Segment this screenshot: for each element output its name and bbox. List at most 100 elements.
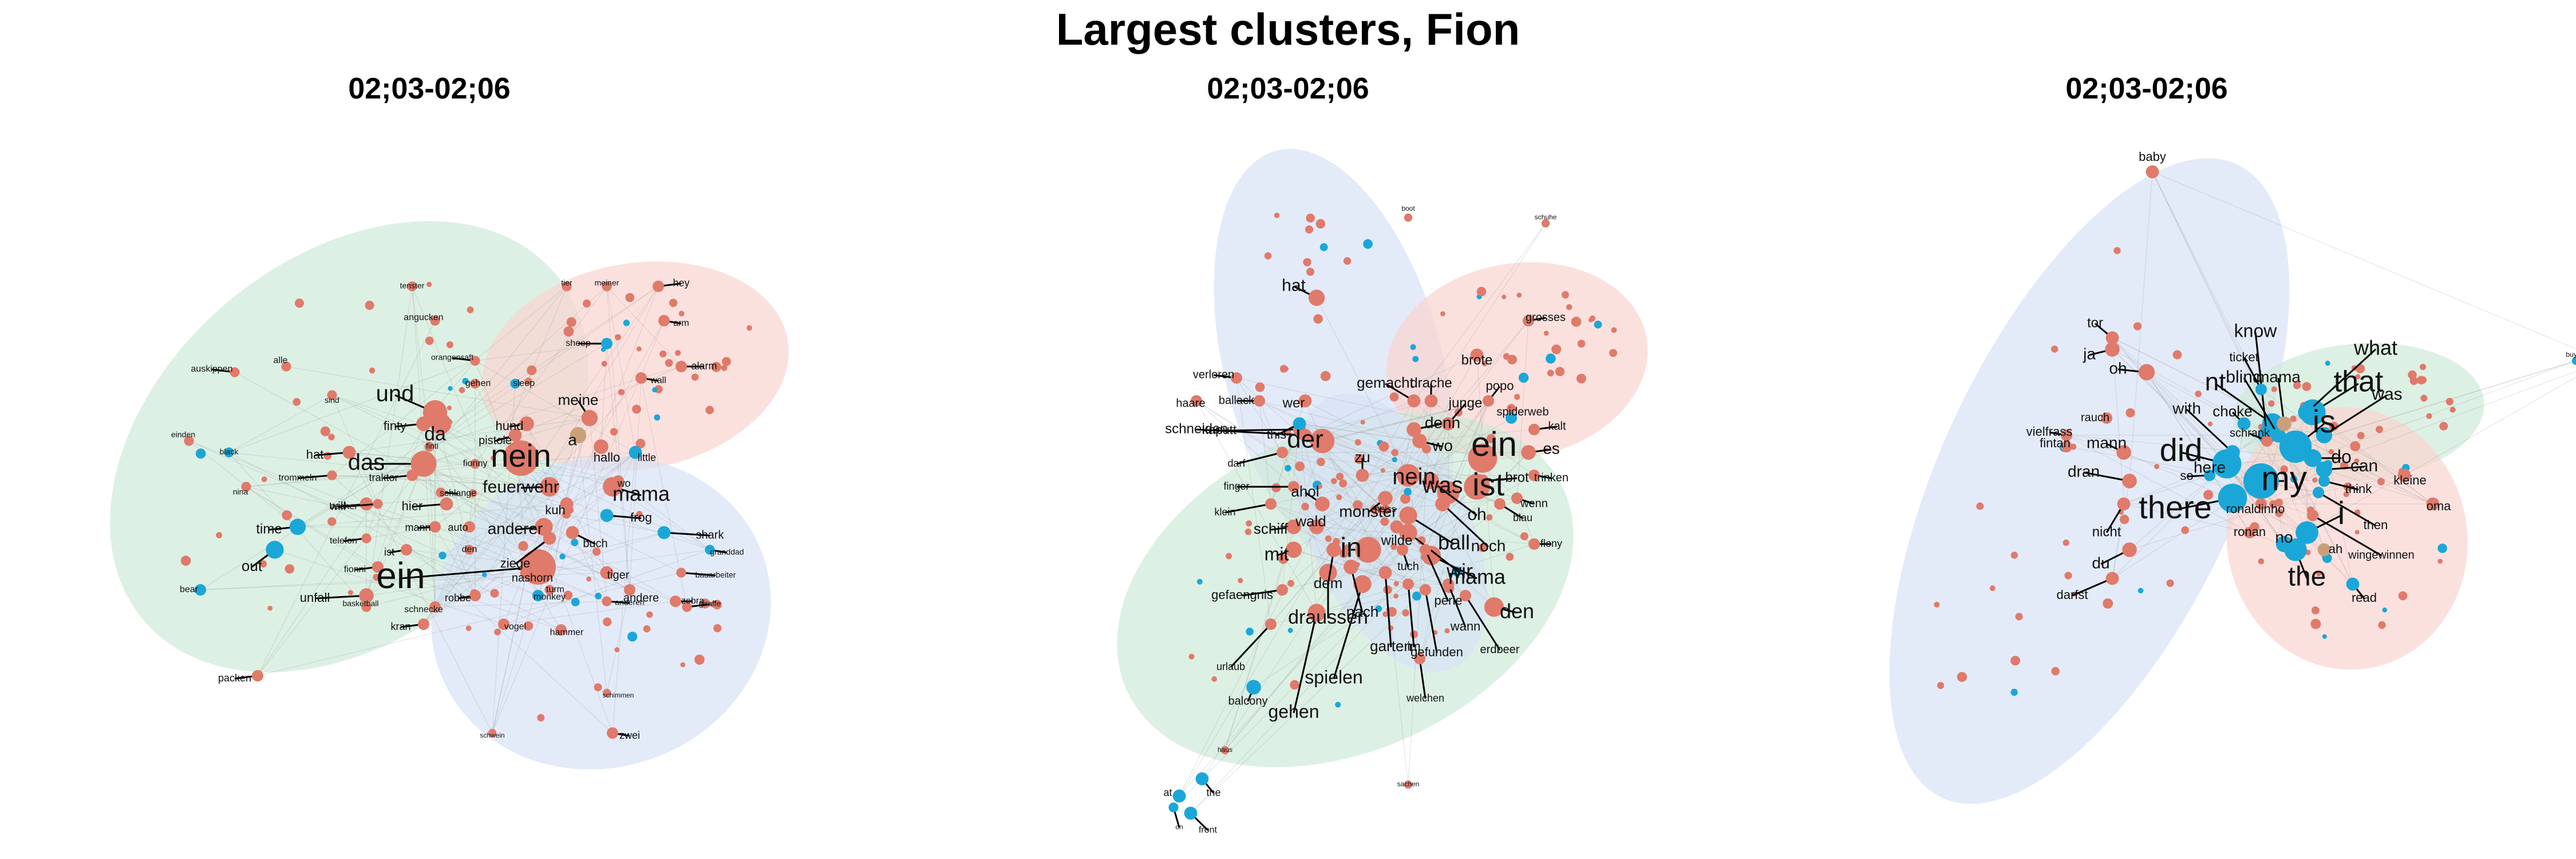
word-label: spiderweb [1496,405,1548,418]
word-label: kaputt [1202,423,1236,437]
word-node-turm [544,585,555,595]
minor-node [713,624,722,633]
word-label: did [2160,432,2203,468]
word-node-nein [1397,464,1420,487]
minor-node [1303,258,1311,267]
minor-node [627,632,638,642]
network-edge [503,549,710,625]
word-label: dran [2068,462,2100,480]
minor-node [1246,520,1253,527]
network-edge [1316,475,1363,527]
network-edge [606,286,636,453]
word-node-this [1293,417,1306,431]
network-edge [228,395,333,453]
network-edge [1270,549,1334,625]
word-node-kalt [1528,424,1540,435]
word-node-out [266,541,284,559]
network-edge [366,526,436,539]
figure-title: Largest clusters, Fion [1056,4,1520,54]
word-label: sheep [566,338,591,348]
word-label: wann [1450,619,1481,633]
word-label: im [1407,639,1420,653]
word-node-spiderweb [1506,412,1517,424]
minor-node [652,387,658,393]
minor-node [1336,472,1344,480]
word-label: mann [2087,434,2127,451]
word-node-drache [1424,394,1438,408]
word-node-hallo [594,439,609,454]
minor-node [2343,491,2349,498]
network-edge [349,452,567,505]
label-leader-line [1424,549,1449,602]
word-label: ist [1472,466,1504,502]
word-node-time [289,518,306,535]
word-label: meiner [595,278,619,287]
minor-node [2010,656,2021,666]
minor-node [447,405,452,411]
label-leader-line [1293,612,1318,714]
network-edge [331,395,613,487]
minor-node [1390,543,1397,550]
network-edge [331,475,613,734]
network-edge [1431,400,1489,556]
network-edge [2112,463,2227,579]
network-edge [629,377,642,590]
word-label: kuh [545,503,565,517]
word-label: packen [218,672,251,684]
minor-node [680,662,686,668]
network-edge [423,286,567,464]
word-node-unfall [359,588,374,603]
network-edge [2066,435,2250,533]
minor-node [1271,483,1281,492]
network-edge [1431,423,1449,482]
minor-node [1577,373,1586,384]
network-edge [1419,584,1449,659]
minor-node [494,628,501,636]
word-label: bear [180,585,199,594]
word-node-verloren [1231,372,1242,384]
minor-node [2203,490,2214,500]
word-label: schuhe [1535,213,1557,221]
word-label: angucken [404,313,443,322]
network-edge [1270,503,1352,568]
minor-node [1370,505,1380,515]
network-edge [423,549,470,625]
minor-node [603,617,612,626]
network-edge [257,320,436,676]
word-node-rauch [2101,412,2112,424]
minor-node [562,510,571,519]
word-label: rauch [2081,411,2109,424]
word-node-baby [2146,165,2159,179]
minor-node [2258,558,2265,565]
minor-node [635,439,646,449]
word-node-hund [519,416,534,431]
minor-node [2316,571,2322,577]
minor-node [2445,397,2453,405]
minor-node [636,511,643,518]
word-label: think [2345,482,2372,496]
word-node-sind [327,390,337,400]
word-label: andere [623,592,659,604]
minor-node [2010,551,2018,559]
minor-node [632,404,641,414]
label-leader-line [1407,584,1415,648]
network-edge [366,452,636,596]
word-label: schlange [440,488,476,498]
word-label: bauarbeiter [696,570,736,580]
word-label: wenn [1520,497,1548,510]
word-label: pistole [479,434,512,447]
word-label: schnecke [404,605,443,614]
minor-node [1244,528,1252,535]
word-label: kleine [2393,473,2426,487]
word-node-giraffe [682,602,692,612]
word-node-in [1355,537,1381,563]
label-leader-line [400,566,539,580]
network-edge [2324,435,2405,476]
panel-title: 02;03-02;06 [1207,72,1369,105]
network-edge [469,480,619,550]
word-node-den [1484,597,1504,617]
word-label: brote [1461,352,1493,368]
word-node-so [2204,470,2215,481]
word-label: balcony [1228,695,1268,707]
